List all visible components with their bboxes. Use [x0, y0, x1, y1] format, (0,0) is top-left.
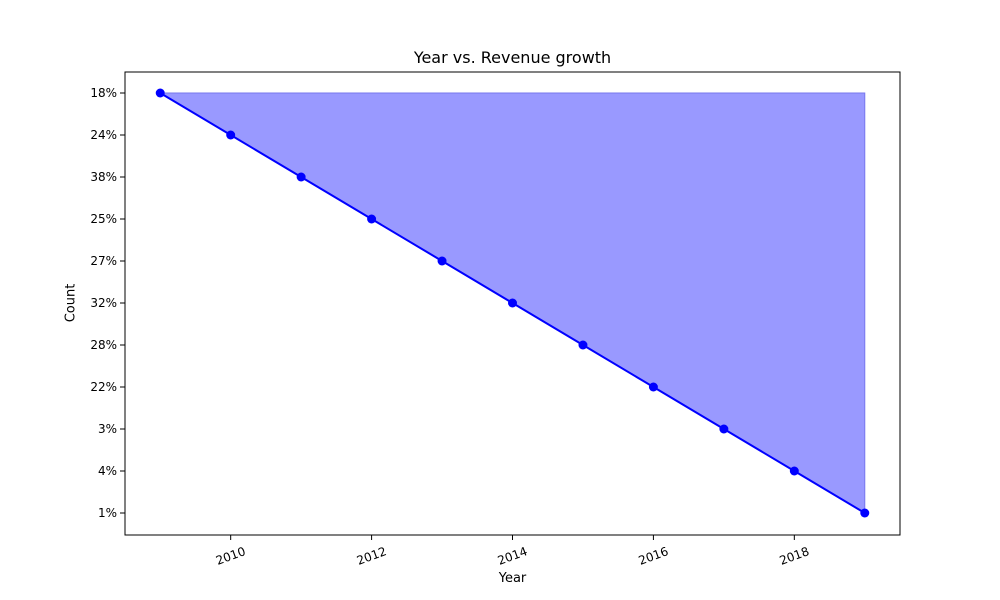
y-tick-label: 32% — [90, 296, 117, 310]
y-tick-label: 1% — [98, 506, 117, 520]
data-point — [367, 214, 377, 224]
data-point — [296, 172, 306, 182]
y-tick-label: 28% — [90, 338, 117, 352]
data-point — [155, 88, 165, 98]
y-tick-label: 24% — [90, 128, 117, 142]
y-tick-label: 18% — [90, 86, 117, 100]
data-point — [508, 298, 517, 308]
data-point — [648, 382, 658, 392]
x-tick-label: 2014 — [496, 544, 529, 568]
y-tick-label: 3% — [98, 422, 117, 436]
data-point — [860, 508, 870, 518]
data-point — [226, 130, 236, 140]
y-tick-label: 27% — [90, 254, 117, 268]
x-tick-label: 2018 — [778, 544, 811, 568]
x-tick-label: 2016 — [637, 544, 670, 568]
y-tick-label: 4% — [98, 464, 117, 478]
data-point — [578, 340, 588, 350]
x-tick-label: 2010 — [214, 544, 247, 568]
data-point — [719, 424, 729, 434]
data-point — [789, 466, 799, 476]
y-tick-label: 38% — [90, 170, 117, 184]
data-point — [437, 256, 447, 266]
x-tick-label: 2012 — [355, 544, 388, 568]
x-axis-label: Year — [498, 571, 527, 586]
y-tick-label: 25% — [90, 212, 117, 226]
y-tick-label: 22% — [90, 380, 117, 394]
chart-title: Year vs. Revenue growth — [413, 48, 612, 67]
